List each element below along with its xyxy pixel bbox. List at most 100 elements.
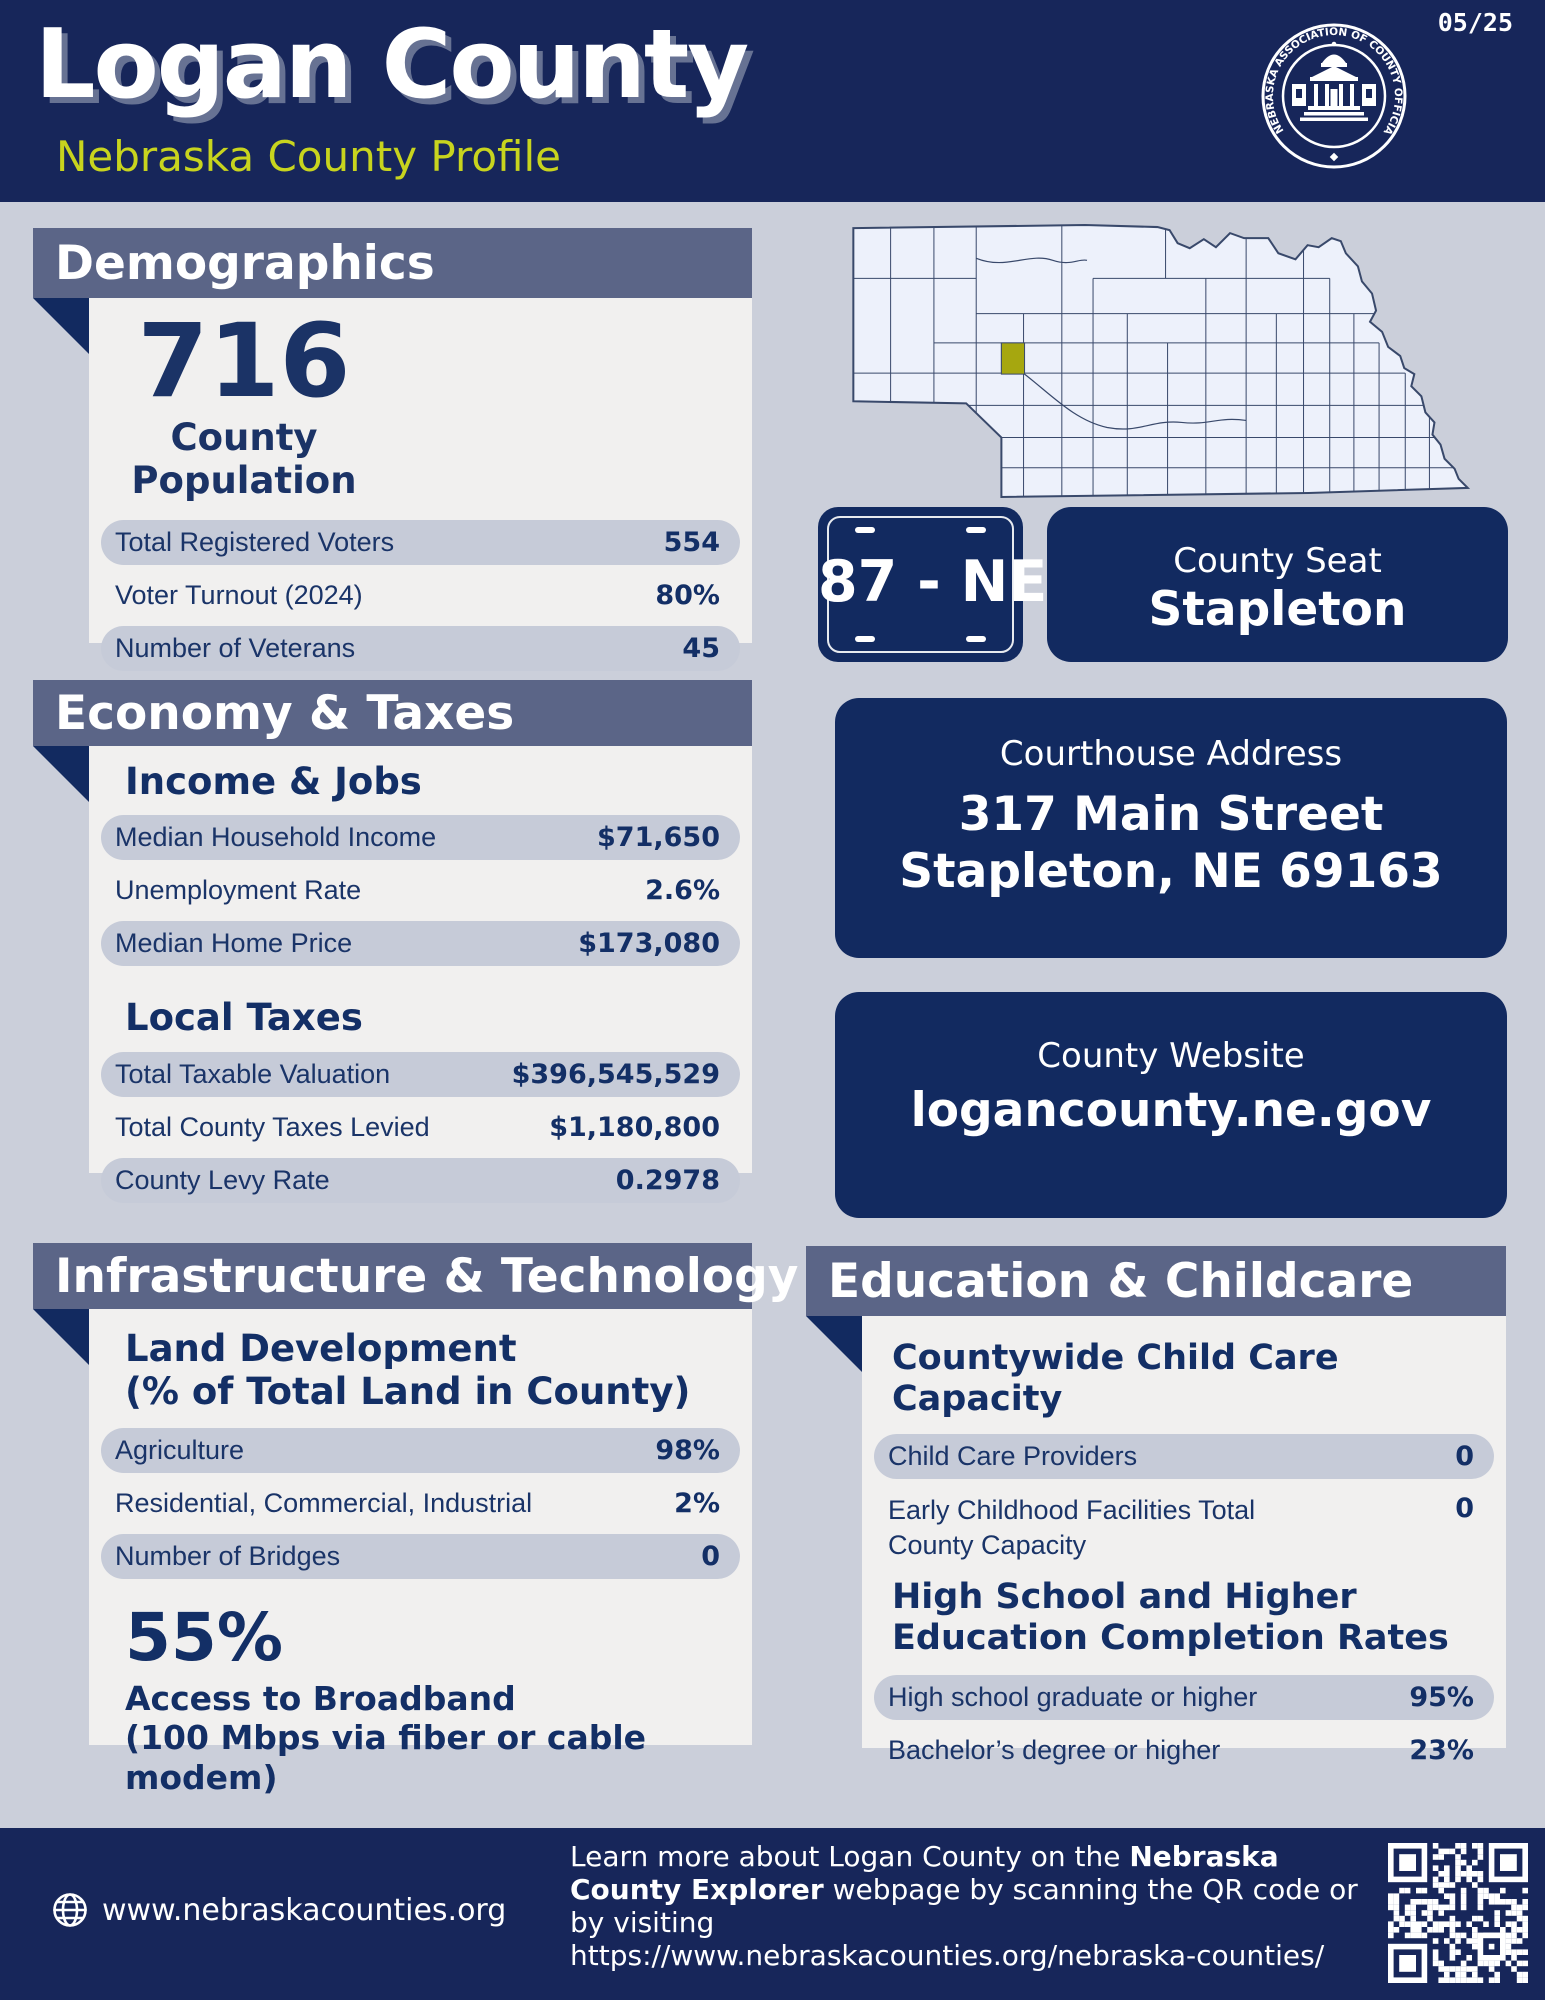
stat-value: $396,545,529	[511, 1058, 720, 1090]
plate-slot	[966, 636, 986, 642]
section-header-education: Education & Childcare	[806, 1246, 1506, 1316]
section-header-demographics: Demographics	[33, 228, 752, 298]
naco-seal-icon: NEBRASKA ASSOCIATION OF COUNTY OFFICIALS	[1258, 20, 1407, 169]
stat-row: Number of Veterans 45	[101, 626, 740, 672]
stat-value: 80%	[655, 580, 720, 612]
infrastructure-card: Land Development (% of Total Land in Cou…	[89, 1309, 752, 1797]
county-website-label: County Website	[1037, 1036, 1305, 1076]
stat-value: $1,180,800	[549, 1111, 720, 1143]
footer-site-url: www.nebraskacounties.org	[102, 1892, 507, 1928]
stat-label: Total Taxable Valuation	[115, 1058, 391, 1089]
stat-row: Voter Turnout (2024) 80%	[101, 573, 740, 618]
globe-icon	[53, 1893, 87, 1927]
economy-card: Income & Jobs Median Household Income $7…	[89, 746, 752, 1203]
local-taxes-heading: Local Taxes	[125, 996, 363, 1040]
plate-border	[827, 516, 1014, 653]
completion-heading: High School and Higher Education Complet…	[892, 1576, 1449, 1658]
section-header-economy: Economy & Taxes	[33, 680, 752, 746]
stat-value: 95%	[1409, 1681, 1474, 1713]
stat-row: Median Home Price $173,080	[101, 921, 740, 967]
section-title: Education & Childcare	[828, 1253, 1414, 1309]
stat-label: Median Home Price	[115, 928, 353, 959]
population-block: 716 County Population	[89, 298, 399, 502]
stat-row: Total County Taxes Levied $1,180,800	[101, 1105, 740, 1150]
stat-row: Number of Bridges 0	[101, 1533, 740, 1579]
stat-row: Early Childhood Facilities Total County …	[874, 1487, 1494, 1567]
stat-label: Agriculture	[115, 1434, 245, 1465]
blurb-url: https://www.nebraskacounties.org/nebrask…	[570, 1939, 1325, 1973]
stat-row: Residential, Commercial, Industrial 2%	[101, 1481, 740, 1526]
education-card: Countywide Child Care Capacity Child Car…	[862, 1316, 1506, 1766]
land-development-heading: Land Development (% of Total Land in Cou…	[125, 1327, 691, 1414]
stat-value: 0	[1455, 1440, 1474, 1472]
county-grid-lines	[853, 225, 1468, 497]
nebraska-county-map	[852, 224, 1469, 498]
county-seat-label: County Seat	[1173, 541, 1382, 581]
stat-row: Median Household Income $71,650	[101, 815, 740, 861]
footer-blurb: Learn more about Logan County on the Neb…	[570, 1840, 1370, 1972]
section-title: Demographics	[55, 235, 435, 291]
stat-label: Bachelor’s degree or higher	[888, 1734, 1221, 1765]
courthouse-address-card: Courthouse Address 317 Main Street Stapl…	[835, 698, 1507, 958]
stat-label: Voter Turnout (2024)	[115, 579, 363, 610]
income-jobs-heading: Income & Jobs	[125, 760, 422, 803]
license-plate: 87 - NE	[818, 507, 1048, 662]
demographics-card: 716 County Population Total Registered V…	[89, 298, 752, 672]
blurb-prefix: Learn more about Logan County on the	[570, 1840, 1130, 1873]
plate-slot	[855, 636, 875, 642]
stat-row: County Levy Rate 0.2978	[101, 1157, 740, 1203]
blurb-bold: Nebraska County Explorer	[570, 1840, 1279, 1907]
plate-slot	[855, 527, 875, 533]
courthouse-address-line1: 317 Main Street	[958, 787, 1384, 842]
stat-value: 554	[663, 527, 720, 559]
stat-label: High school graduate or higher	[888, 1681, 1258, 1712]
plate-number: 87 - NE	[818, 549, 1048, 615]
stat-row: Agriculture 98%	[101, 1427, 740, 1473]
ribbon-fold	[806, 1316, 862, 1372]
ribbon-fold	[33, 1309, 89, 1365]
stat-label: Total Registered Voters	[115, 526, 395, 557]
stat-value: 0	[701, 1540, 720, 1572]
courthouse-address-line2: Stapleton, NE 69163	[899, 844, 1443, 900]
courthouse-label: Courthouse Address	[999, 734, 1343, 774]
section-header-infrastructure: Infrastructure & Technology	[33, 1243, 798, 1309]
stat-label: Median Household Income	[115, 822, 437, 853]
stat-value: $71,650	[597, 822, 720, 854]
stat-value: 2%	[674, 1487, 720, 1519]
stat-row: Child Care Providers 0	[874, 1433, 1494, 1479]
broadband-block: 55% Access to Broadband (100 Mbps via fi…	[125, 1598, 752, 1798]
income-rows: Median Household Income $71,650 Unemploy…	[101, 815, 740, 967]
ribbon-fold	[33, 746, 89, 802]
childcare-rows: Child Care Providers 0 Early Childhood F…	[874, 1433, 1494, 1567]
stat-label: Number of Bridges	[115, 1540, 341, 1571]
county-seat-name: Stapleton	[1148, 582, 1407, 637]
section-title: Economy & Taxes	[55, 685, 515, 741]
county-website-url: logancounty.ne.gov	[910, 1083, 1432, 1138]
header-banner: Logan County Nebraska County Profile 05/…	[0, 0, 1545, 202]
stat-label: Number of Veterans	[115, 632, 356, 663]
stat-value: $173,080	[578, 928, 720, 960]
qr-code	[1388, 1843, 1528, 1983]
section-title: Infrastructure & Technology	[55, 1248, 799, 1304]
stat-value: 98%	[655, 1434, 720, 1466]
stat-label: Residential, Commercial, Industrial	[115, 1487, 533, 1518]
stat-label: Unemployment Rate	[115, 875, 362, 906]
stat-row: Total Taxable Valuation $396,545,529	[101, 1051, 740, 1097]
highlighted-county-logan	[1000, 342, 1026, 375]
stat-value: 0	[1455, 1492, 1474, 1524]
county-website-card: County Website logancounty.ne.gov	[835, 992, 1507, 1218]
stat-row: Bachelor’s degree or higher 23%	[874, 1728, 1494, 1773]
date-label: 05/25	[1437, 8, 1513, 37]
stat-label: County Levy Rate	[115, 1164, 330, 1195]
broadband-stat: 55%	[125, 1598, 283, 1676]
stat-value: 0.2978	[615, 1164, 720, 1196]
completion-rows: High school graduate or higher 95% Bache…	[874, 1674, 1494, 1773]
population-label: County Population	[131, 416, 357, 503]
stat-value: 23%	[1409, 1734, 1474, 1766]
demographics-rows: Total Registered Voters 554 Voter Turnou…	[101, 520, 740, 672]
land-rows: Agriculture 98% Residential, Commercial,…	[101, 1427, 740, 1579]
stat-row: High school graduate or higher 95%	[874, 1674, 1494, 1720]
stat-label: Total County Taxes Levied	[115, 1111, 430, 1142]
page-subtitle: Nebraska County Profile	[56, 132, 562, 181]
